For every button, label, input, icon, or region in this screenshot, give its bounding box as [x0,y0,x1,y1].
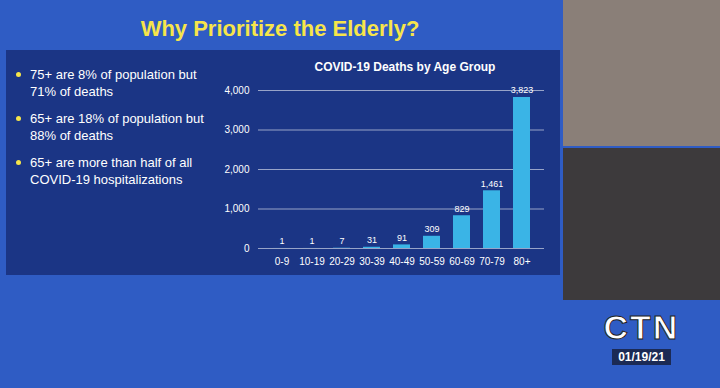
svg-text:60-69: 60-69 [449,256,475,267]
html-text:75+ are 8% of population but 7: 75+ are 8% of population but 71% of deat… [30,67,197,99]
svg-text:80+: 80+ [514,256,531,267]
svg-text:2,000: 2,000 [224,164,249,175]
svg-text:31: 31 [367,235,377,245]
svg-text:1,000: 1,000 [224,203,249,214]
html-text:01/19/21: 01/19/21 [618,350,665,364]
svg-text:0-9: 0-9 [275,256,290,267]
svg-text:40-49: 40-49 [389,256,415,267]
svg-text:0: 0 [244,243,250,254]
svg-text:829: 829 [454,204,469,214]
svg-text:3,000: 3,000 [224,124,249,135]
html-text:CTN: CTN [603,308,680,346]
svg-text:1,461: 1,461 [481,179,504,189]
html-text:Why Prioritize the Elderly?: Why Prioritize the Elderly? [140,16,420,41]
svg-text:20-29: 20-29 [329,256,355,267]
svg-text:10-19: 10-19 [299,256,325,267]
svg-text:70-79: 70-79 [479,256,505,267]
svg-text:30-39: 30-39 [359,256,385,267]
html-text:65+ are 18% of population but: 65+ are 18% of population but 88% of dea… [30,111,204,143]
html-text:65+ are more than half of all: 65+ are more than half of all COVID-19 h… [30,155,193,187]
svg-text:4,000: 4,000 [224,85,249,96]
svg-text:50-59: 50-59 [419,256,445,267]
svg-text:1: 1 [279,236,284,246]
svg-text:1: 1 [309,236,314,246]
svg-text:309: 309 [424,224,439,234]
svg-text:3,823: 3,823 [511,85,534,95]
svg-text:7: 7 [339,236,344,246]
svg-text:91: 91 [397,233,407,243]
html-text:COVID-19 Deaths by Age Group: COVID-19 Deaths by Age Group [314,60,496,74]
